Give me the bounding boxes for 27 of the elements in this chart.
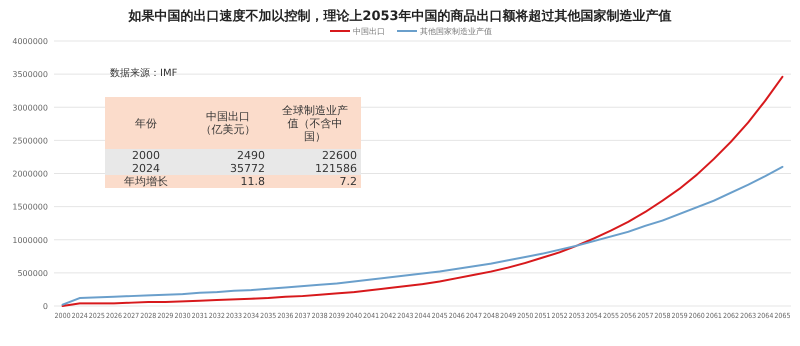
- y-tick-label: 3000000: [12, 103, 48, 112]
- annotation: 数据来源：IMF: [110, 66, 178, 80]
- picture-table: 全球制造业产值（不含中国）: [269, 97, 361, 149]
- legend-label: 其他国家制造业产值: [420, 27, 492, 36]
- picture-table: 121586: [269, 162, 361, 175]
- y-tick-label: 1000000: [12, 236, 48, 245]
- y-tick-label: 500000: [17, 268, 48, 278]
- picture-table: 2024: [105, 162, 187, 175]
- picture-table: 中国出口（亿美元）: [187, 97, 269, 149]
- y-tick-label: 1500000: [12, 202, 48, 212]
- picture-table: 11.8: [187, 175, 269, 188]
- chart-title: 如果中国的出口速度不加以控制，理论上2053年中国的商品出口额将超过其他国家制造业产值: [127, 8, 672, 24]
- picture-table: 2490: [187, 149, 269, 162]
- y-tick-label: 2500000: [12, 136, 48, 146]
- y-tick-label: 3500000: [12, 70, 48, 80]
- picture-table: 7.2: [269, 175, 361, 188]
- picture-table: 2000: [105, 149, 187, 162]
- picture-table: 35772: [187, 162, 269, 175]
- picture-table: 年份: [105, 97, 187, 149]
- picture-table: 22600: [269, 149, 361, 162]
- picture-table: 年均增长: [105, 175, 187, 188]
- y-tick-label: 4000000: [12, 37, 48, 46]
- line-series: [62, 76, 784, 307]
- y-tick-label: 0: [42, 302, 48, 311]
- line-series: [62, 166, 784, 306]
- y-tick-label: 2000000: [12, 170, 48, 178]
- legend-label: 中国出口: [353, 27, 385, 36]
